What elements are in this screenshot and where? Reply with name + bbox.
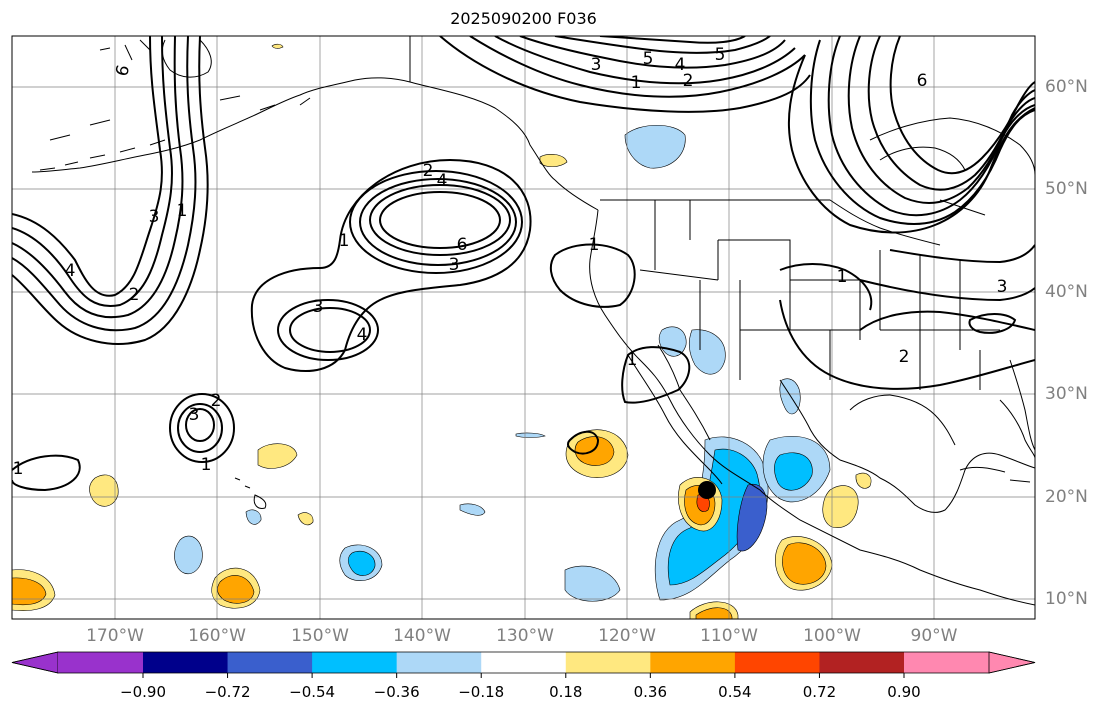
lon-label: 120°W xyxy=(598,626,656,646)
contour-label: 3 xyxy=(449,255,460,275)
contour-label: 5 xyxy=(715,45,726,65)
contour-label: 2 xyxy=(423,161,434,181)
lat-label: 40°N xyxy=(1045,282,1088,302)
colorbar-tick-label: −0.18 xyxy=(458,683,505,701)
lat-label: 10°N xyxy=(1045,589,1088,609)
lon-label: 140°W xyxy=(393,626,451,646)
storm-center-dot xyxy=(698,481,716,499)
colorbar-tick-label: −0.72 xyxy=(204,683,251,701)
contour-label: 3 xyxy=(591,55,602,75)
map-title: 2025090200 F036 xyxy=(450,9,597,28)
colorbar-tick-label: 0.36 xyxy=(633,683,668,701)
lon-label: 110°W xyxy=(700,626,758,646)
lon-label: 130°W xyxy=(496,626,554,646)
coastlines xyxy=(31,36,1035,606)
contour-label: 1 xyxy=(201,455,212,475)
lon-label: 160°W xyxy=(188,626,246,646)
contour-label-group: 6 5 4 3 2 1 2 4 6 3 1 3 4 2 3 1 1 1 1 2 … xyxy=(13,45,1008,479)
lon-label: 170°W xyxy=(86,626,144,646)
contour-label: 6 xyxy=(917,71,928,91)
contour-label: 6 xyxy=(112,63,134,79)
graticule xyxy=(12,36,1035,619)
colorbar-tick-label: −0.90 xyxy=(120,683,166,701)
lon-label: 100°W xyxy=(803,626,861,646)
map-frame xyxy=(11,35,1036,620)
colorbar-tick-label: 0.18 xyxy=(549,683,583,701)
colorbar-tick-label: 0.54 xyxy=(718,683,752,701)
lat-label: 50°N xyxy=(1045,179,1088,199)
colorbar-tick-label: −0.54 xyxy=(289,683,336,701)
contour-label: 3 xyxy=(313,297,324,317)
colorbar-tick-label: 0.72 xyxy=(802,683,837,701)
contour-label: 3 xyxy=(997,277,1008,297)
contour-label: 5 xyxy=(643,49,654,69)
contour-label: 1 xyxy=(13,459,24,479)
contour-lines xyxy=(12,36,1035,492)
contour-label: 1 xyxy=(177,201,188,221)
contour-label: 1 xyxy=(339,231,350,251)
contour-label: 3 xyxy=(149,207,160,227)
contour-label: 2 xyxy=(683,71,694,91)
lat-label: 20°N xyxy=(1045,487,1088,507)
lon-label: 150°W xyxy=(291,626,349,646)
contour-label: 4 xyxy=(675,55,686,75)
lat-label: 60°N xyxy=(1045,77,1088,97)
contour-label: 3 xyxy=(189,405,200,425)
contour-label: 2 xyxy=(211,391,222,411)
lat-label: 30°N xyxy=(1045,384,1088,404)
contour-label: 4 xyxy=(65,261,76,281)
colorbar-tick-label: 0.90 xyxy=(887,683,921,701)
contour-label: 1 xyxy=(631,73,642,93)
contour-label: 4 xyxy=(357,325,368,345)
contour-label: 1 xyxy=(627,350,638,370)
colorbar-tick-label: −0.36 xyxy=(373,683,420,701)
contour-label: 1 xyxy=(589,235,600,255)
contour-label: 1 xyxy=(837,267,848,287)
contour-label: 2 xyxy=(899,347,910,367)
contour-label: 4 xyxy=(437,171,448,191)
contour-label: 6 xyxy=(457,235,468,255)
contour-label: 2 xyxy=(129,285,140,305)
lon-label: 90°W xyxy=(910,626,958,646)
